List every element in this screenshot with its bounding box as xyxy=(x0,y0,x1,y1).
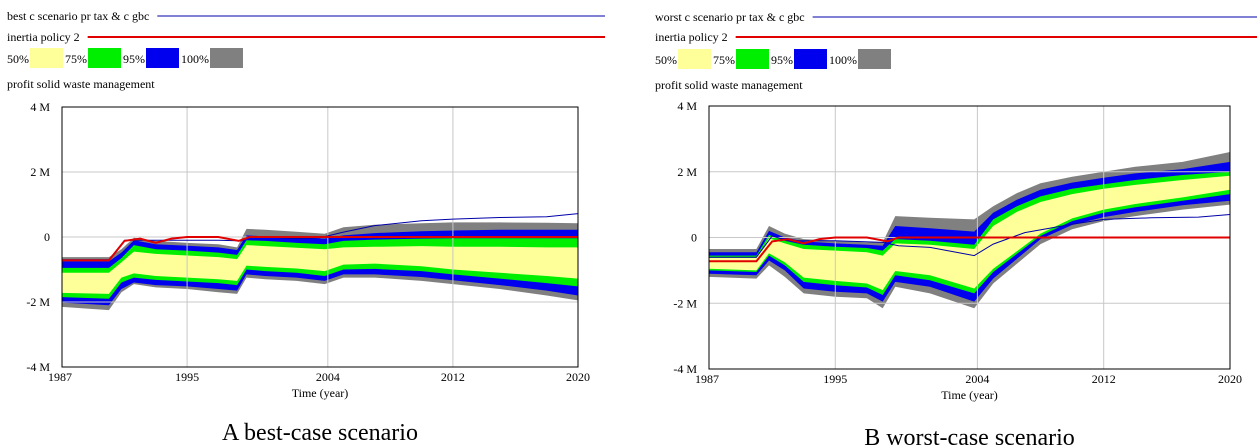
legend-band-label: 95% xyxy=(771,53,793,67)
x-tick-label: 2012 xyxy=(441,370,465,384)
y-tick-label: 2 M xyxy=(30,165,50,179)
y-tick-label: 4 M xyxy=(677,99,697,113)
x-axis-label: Time (year) xyxy=(292,386,349,400)
legend-band-swatch xyxy=(858,49,891,69)
legend-band-swatch xyxy=(30,48,63,68)
y-tick-label: -2 M xyxy=(673,296,697,310)
y-tick-label: 0 xyxy=(691,231,697,245)
series-line-run xyxy=(709,214,1231,258)
legend-band-swatch xyxy=(210,48,243,68)
panel-caption: B worst-case scenario xyxy=(864,425,1075,448)
legend-run-label: inertia policy 2 xyxy=(7,30,80,44)
legend-run-label: inertia policy 2 xyxy=(655,30,728,44)
variable-label: profit solid waste management xyxy=(7,77,155,91)
variable-label: profit solid waste management xyxy=(655,78,803,92)
legend-band-swatch xyxy=(146,48,179,68)
x-tick-label: 1995 xyxy=(175,370,199,384)
legend-band-label: 95% xyxy=(123,52,145,66)
x-tick-label: 2004 xyxy=(965,372,989,386)
legend-band-swatch xyxy=(794,49,827,69)
x-tick-label: 1987 xyxy=(695,372,719,386)
legend-band-swatch xyxy=(88,48,121,68)
x-tick-label: 2004 xyxy=(316,370,340,384)
legend-run-label: worst c scenario pr tax & c gbc xyxy=(655,10,805,24)
confidence-band-p50 xyxy=(709,175,1230,291)
y-tick-label: 0 xyxy=(44,230,50,244)
legend-band-label: 100% xyxy=(181,52,209,66)
y-tick-label: 2 M xyxy=(677,165,697,179)
plot-frame xyxy=(61,106,579,368)
x-tick-label: 2012 xyxy=(1092,372,1116,386)
x-tick-label: 1995 xyxy=(823,372,847,386)
legend-band-swatch xyxy=(736,49,769,69)
chart-panel-a: best c scenario pr tax & c gbc inertia po… xyxy=(0,0,620,448)
chart-panel-b: worst c scenario pr tax & c gbc inertia p… xyxy=(645,0,1259,448)
series-line-policy xyxy=(709,236,1230,263)
plot-frame xyxy=(708,105,1231,370)
series-line-policy xyxy=(62,236,578,262)
legend-band-label: 50% xyxy=(655,53,677,67)
legend-band-label: 50% xyxy=(7,52,29,66)
x-tick-label: 2020 xyxy=(566,370,590,384)
legend-band-label: 75% xyxy=(713,53,735,67)
y-tick-label: -4 M xyxy=(673,362,697,376)
legend-run-label: best c scenario pr tax & c gbc xyxy=(7,9,149,23)
y-tick-label: 4 M xyxy=(30,100,50,114)
panel-caption: A best-case scenario xyxy=(222,420,418,446)
y-tick-label: -4 M xyxy=(26,360,50,374)
chart-svg-a: best c scenario pr tax & c gbc inertia po… xyxy=(7,9,605,446)
y-tick-label: -2 M xyxy=(26,295,50,309)
legend-band-label: 75% xyxy=(65,52,87,66)
confidence-band-p50 xyxy=(62,245,578,294)
legend-band-swatch xyxy=(678,49,711,69)
x-tick-label: 1987 xyxy=(48,370,72,384)
chart-svg-b: worst c scenario pr tax & c gbc inertia p… xyxy=(655,10,1257,448)
x-axis-label: Time (year) xyxy=(941,388,998,402)
legend-band-label: 100% xyxy=(829,53,857,67)
x-tick-label: 2020 xyxy=(1218,372,1242,386)
